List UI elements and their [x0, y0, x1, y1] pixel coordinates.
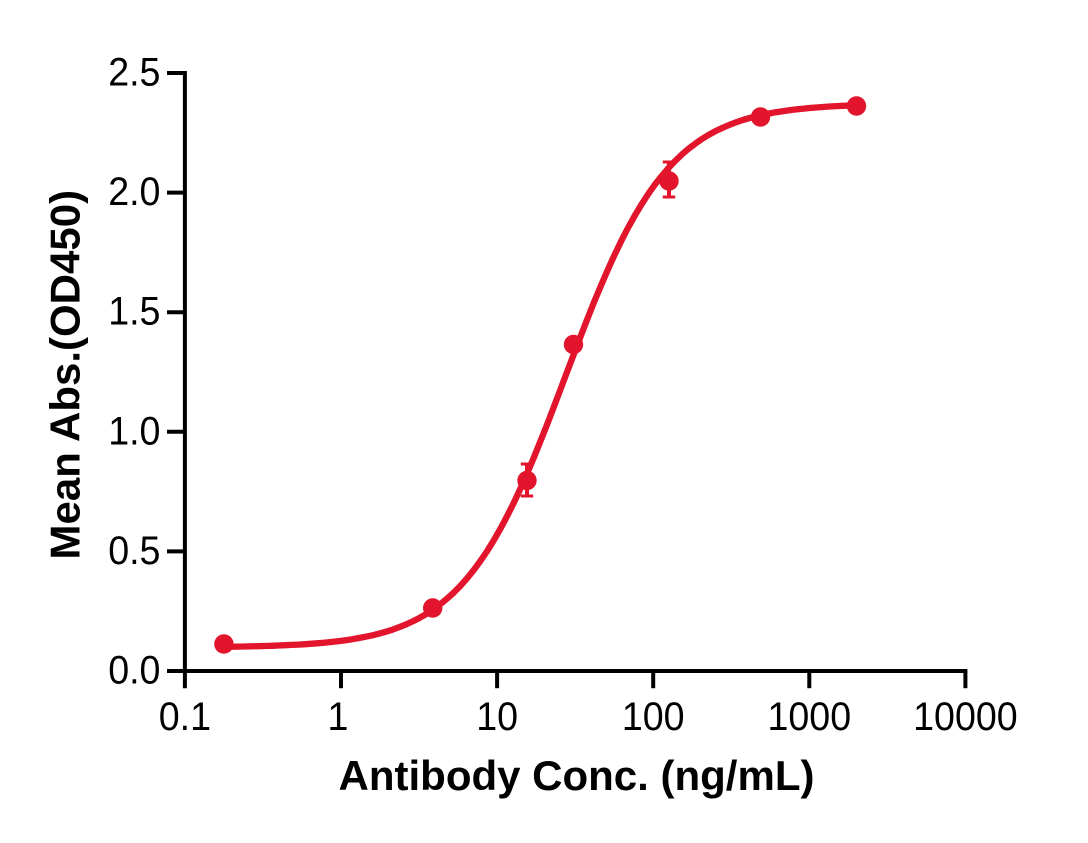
svg-text:10000: 10000 [913, 695, 1018, 739]
svg-text:0.0: 0.0 [108, 649, 160, 693]
svg-text:0.1: 0.1 [159, 695, 211, 739]
svg-text:Mean Abs.(OD450): Mean Abs.(OD450) [42, 190, 89, 560]
svg-text:0.5: 0.5 [108, 529, 160, 573]
svg-text:Antibody Conc. (ng/mL): Antibody Conc. (ng/mL) [339, 752, 815, 799]
svg-text:2.0: 2.0 [108, 170, 160, 214]
svg-text:1.5: 1.5 [108, 290, 160, 334]
svg-text:1000: 1000 [768, 695, 852, 739]
svg-text:10: 10 [476, 695, 518, 739]
svg-text:1: 1 [328, 695, 349, 739]
svg-text:100: 100 [622, 695, 685, 739]
svg-text:1.0: 1.0 [108, 409, 160, 453]
svg-text:2.5: 2.5 [108, 51, 160, 95]
